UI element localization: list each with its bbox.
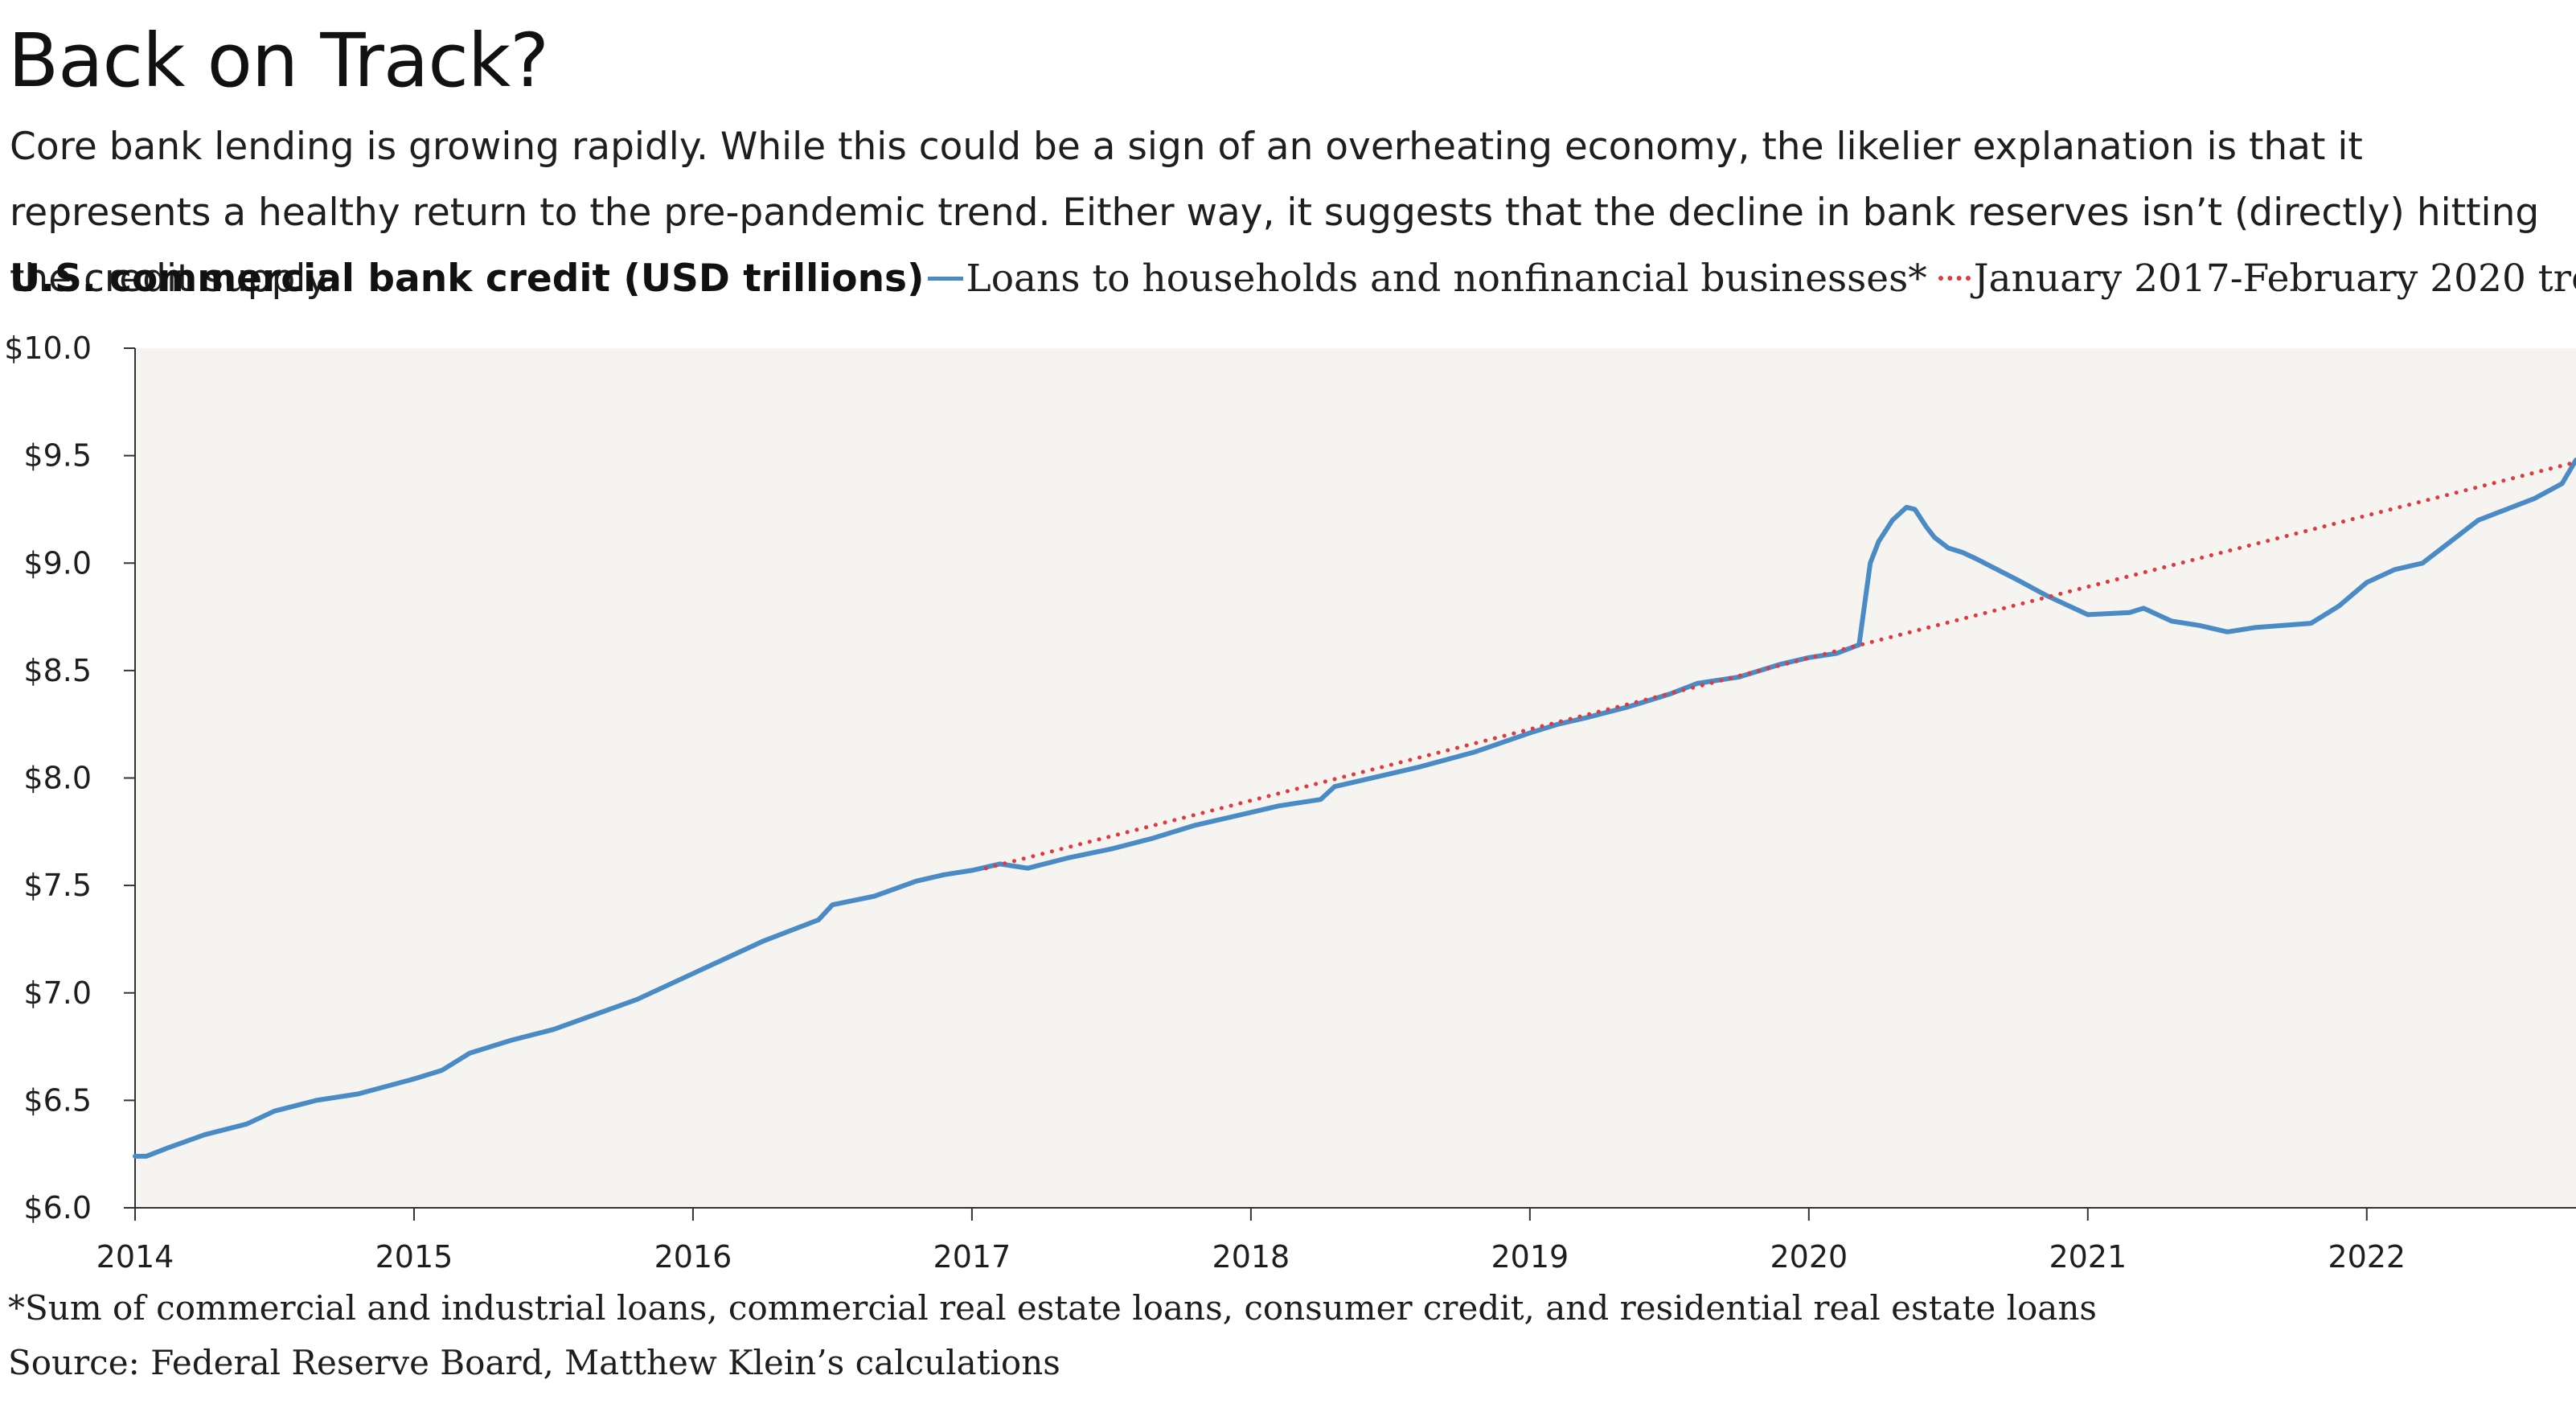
y-tick-label: $8.5 (23, 653, 92, 688)
y-tick-label: $8.0 (23, 761, 92, 796)
chart-title: Back on Track? (8, 18, 549, 104)
y-tick-label: $6.0 (23, 1190, 92, 1225)
y-tick-label: $10.0 (4, 330, 92, 366)
x-tick-label: 2015 (375, 1239, 453, 1275)
legend-label-trend: January 2017-February 2020 trend (1973, 256, 2576, 301)
y-tick-label: $9.0 (23, 545, 92, 581)
x-tick-label: 2022 (2328, 1239, 2406, 1275)
x-tick-label: 2020 (1770, 1239, 1848, 1275)
x-axis: 2014 2015 2016 2017 2018 2019 2020 2021 2022 (96, 1207, 2576, 1275)
legend-item-loans: Loans to households and nonfinancial bus… (925, 257, 1927, 301)
legend: U.S. commercial bank credit (USD trillio… (10, 246, 2576, 310)
x-tick-label: 2018 (1212, 1239, 1290, 1275)
y-tick-label: $7.0 (23, 975, 92, 1011)
source-note: Source: Federal Reserve Board, Matthew K… (8, 1343, 1060, 1382)
y-tick-label: $9.5 (23, 438, 92, 474)
x-tick-label: 2021 (2049, 1239, 2127, 1275)
y-tick-label: $7.5 (23, 868, 92, 903)
y-tick-label: $6.5 (23, 1082, 92, 1118)
series-line-trend (983, 460, 2576, 871)
chart-subtitle: Core bank lending is growing rapidly. Wh… (10, 125, 2540, 301)
y-axis: $6.0 $6.5 $7.0 $7.5 $8.0 $8.5 $9.0 $9.5 $10.0 (4, 330, 136, 1225)
footnote: *Sum of commercial and industrial loans,… (8, 1288, 2097, 1328)
line-chart: $6.0 $6.5 $7.0 $7.5 $8.0 $8.5 $9.0 $9.5 $10.0 20… (4, 330, 2576, 1275)
legend-swatch-solid-line (927, 276, 963, 281)
x-tick-label: 2016 (654, 1239, 732, 1275)
x-tick-label: 2017 (933, 1239, 1011, 1275)
legend-swatch-dotted-line (1938, 276, 1971, 281)
series-layer (133, 458, 2576, 1159)
legend-heading: U.S. commercial bank credit (USD trillio… (10, 256, 925, 301)
series-line-loans (133, 458, 2576, 1159)
x-tick-label: 2019 (1491, 1239, 1569, 1275)
x-tick-label: 2014 (96, 1239, 174, 1275)
legend-label-loans: Loans to households and nonfinancial bus… (966, 256, 1927, 301)
plot-area (135, 348, 2576, 1208)
legend-item-trend: January 2017-February 2020 trend (1927, 257, 2576, 301)
